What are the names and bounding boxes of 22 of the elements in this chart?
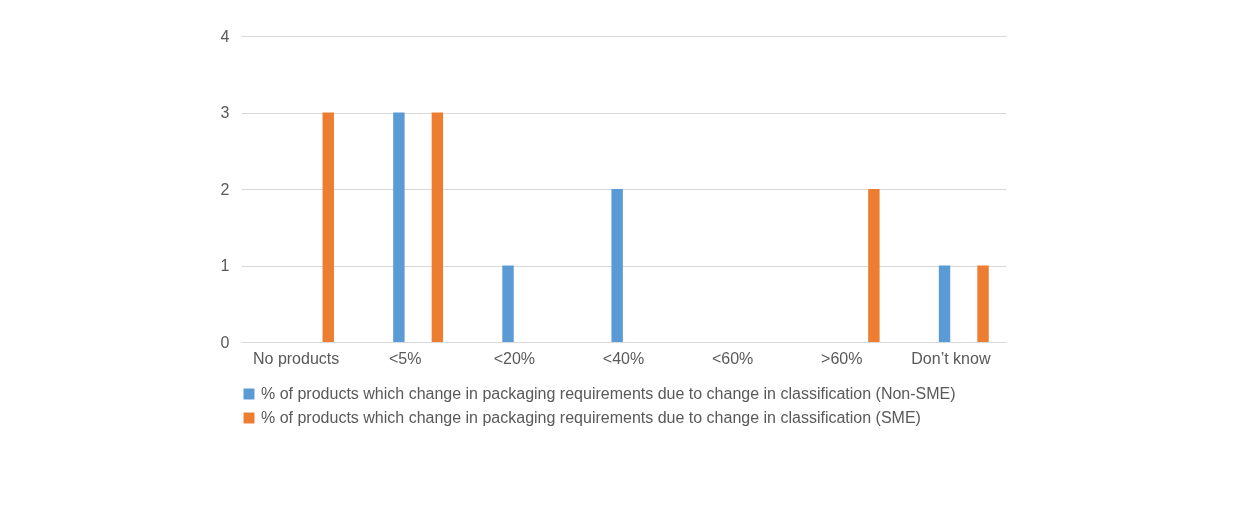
x-tick-label: Don’t know — [911, 349, 991, 367]
bar — [611, 189, 623, 342]
bar — [322, 112, 334, 342]
bar — [938, 265, 951, 342]
x-tick-label: <40% — [602, 349, 645, 367]
x-tick-label: <20% — [493, 349, 536, 367]
bar — [868, 189, 880, 342]
bar — [502, 265, 514, 342]
x-tick-label: No products — [252, 349, 340, 367]
y-tick-label: 4 — [220, 27, 230, 45]
bar — [431, 112, 444, 342]
bar — [977, 265, 989, 342]
y-tick-label: 0 — [220, 333, 230, 351]
y-tick-label: 1 — [220, 257, 230, 274]
x-tick-label: >60% — [821, 349, 863, 367]
legend-label: % of products which change in packaging requirements due to change in classification (SME) — [261, 409, 921, 426]
x-tick-label: <60% — [711, 349, 754, 367]
y-tick-label: 3 — [220, 104, 230, 121]
x-tick-label: <5% — [389, 349, 422, 367]
bar — [393, 112, 405, 342]
legend-label: % of products which change in packaging requirements due to change in classification (Non-SME) — [261, 385, 956, 402]
y-tick-label: 2 — [220, 180, 230, 198]
